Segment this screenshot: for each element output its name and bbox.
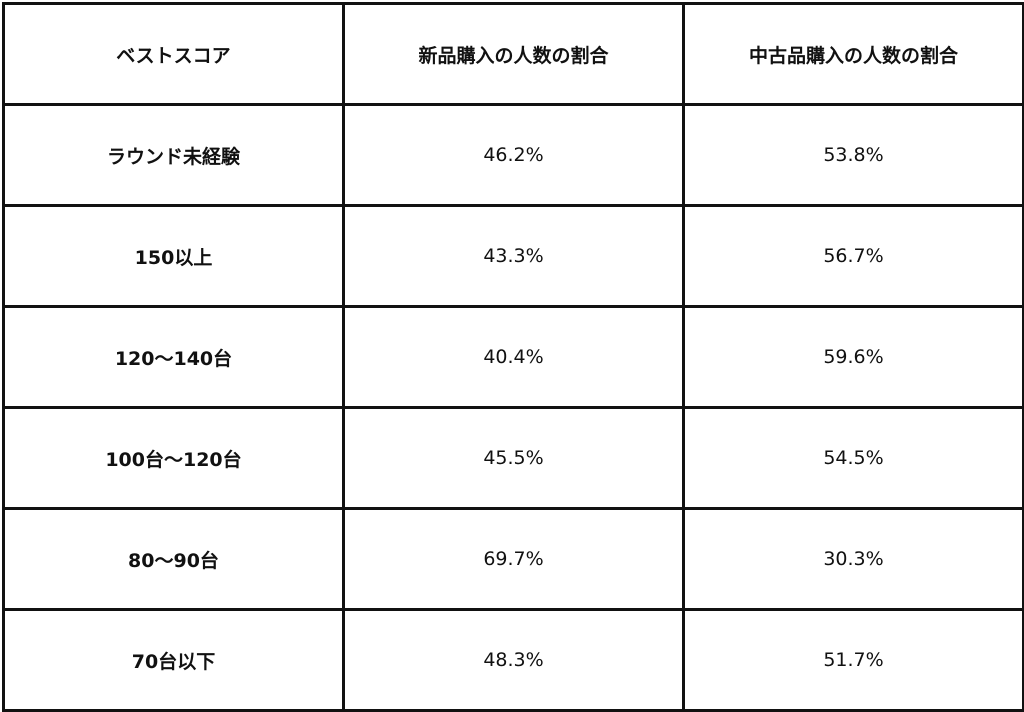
row-label: 150以上 [2,204,345,308]
header-used-purchase-ratio: 中古品購入の人数の割合 [682,2,1024,106]
new-ratio-cell: 40.4% [342,305,685,409]
new-ratio-cell: 43.3% [342,204,685,308]
new-ratio-cell: 69.7% [342,507,685,611]
used-ratio-cell: 54.5% [682,406,1024,510]
table-row: 150以上 43.3% 56.7% [2,204,1024,308]
used-ratio-cell: 30.3% [682,507,1024,611]
new-ratio-cell: 46.2% [342,103,685,207]
new-ratio-cell: 45.5% [342,406,685,510]
header-row: ベストスコア 新品購入の人数の割合 中古品購入の人数の割合 [2,2,1024,106]
used-ratio-cell: 53.8% [682,103,1024,207]
row-label: 80〜90台 [2,507,345,611]
table-row: 80〜90台 69.7% 30.3% [2,507,1024,611]
header-best-score: ベストスコア [2,2,345,106]
used-ratio-cell: 59.6% [682,305,1024,409]
table-row: 120〜140台 40.4% 59.6% [2,305,1024,409]
used-ratio-cell: 56.7% [682,204,1024,308]
table-row: 100台〜120台 45.5% 54.5% [2,406,1024,510]
table-row: 70台以下 48.3% 51.7% [2,608,1024,712]
row-label: ラウンド未経験 [2,103,345,207]
used-ratio-cell: 51.7% [682,608,1024,712]
row-label: 70台以下 [2,608,345,712]
row-label: 100台〜120台 [2,406,345,510]
row-label: 120〜140台 [2,305,345,409]
header-new-purchase-ratio: 新品購入の人数の割合 [342,2,685,106]
table-row: ラウンド未経験 46.2% 53.8% [2,103,1024,207]
new-ratio-cell: 48.3% [342,608,685,712]
